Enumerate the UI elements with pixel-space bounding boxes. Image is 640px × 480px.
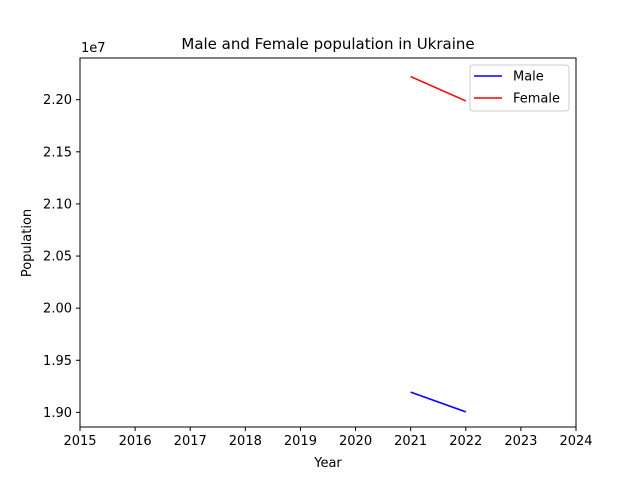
x-tick-label: 2020 xyxy=(339,434,372,449)
x-tick-label: 2022 xyxy=(449,434,482,449)
y-tick-label: 2.20 xyxy=(43,93,72,108)
y-offset-label: 1e7 xyxy=(81,41,106,56)
y-tick-label: 2.15 xyxy=(43,145,72,160)
x-tick-label: 2019 xyxy=(284,434,317,449)
legend-label-male: Male xyxy=(513,70,544,85)
x-tick-label: 2016 xyxy=(119,434,152,449)
y-tick-label: 1.95 xyxy=(43,354,72,369)
legend: Male Female xyxy=(469,64,570,112)
y-tick-label: 1.90 xyxy=(43,406,72,421)
x-tick-label: 2021 xyxy=(394,434,427,449)
y-axis-label: Population xyxy=(20,209,35,277)
x-axis-label: Year xyxy=(313,456,342,471)
y-tick-label: 2.10 xyxy=(43,197,72,212)
x-tick-label: 2023 xyxy=(504,434,537,449)
series-layer xyxy=(410,75,467,413)
plot-frame xyxy=(79,57,577,428)
series-line-female xyxy=(410,75,467,102)
chart-title: Male and Female population in Ukraine xyxy=(181,35,474,53)
x-tick-label: 2024 xyxy=(559,434,592,449)
x-tick-label: 2015 xyxy=(63,434,96,449)
series-line-male xyxy=(410,391,467,413)
y-tick-label: 2.05 xyxy=(43,250,72,265)
x-tick-label: 2018 xyxy=(229,434,262,449)
ticks-layer: 2015 2016 2017 2018 2019 2020 2021 2022 2023 2024… xyxy=(43,93,593,449)
y-tick-label: 2.00 xyxy=(43,302,72,317)
legend-label-female: Female xyxy=(513,92,560,107)
x-tick-label: 2017 xyxy=(174,434,207,449)
